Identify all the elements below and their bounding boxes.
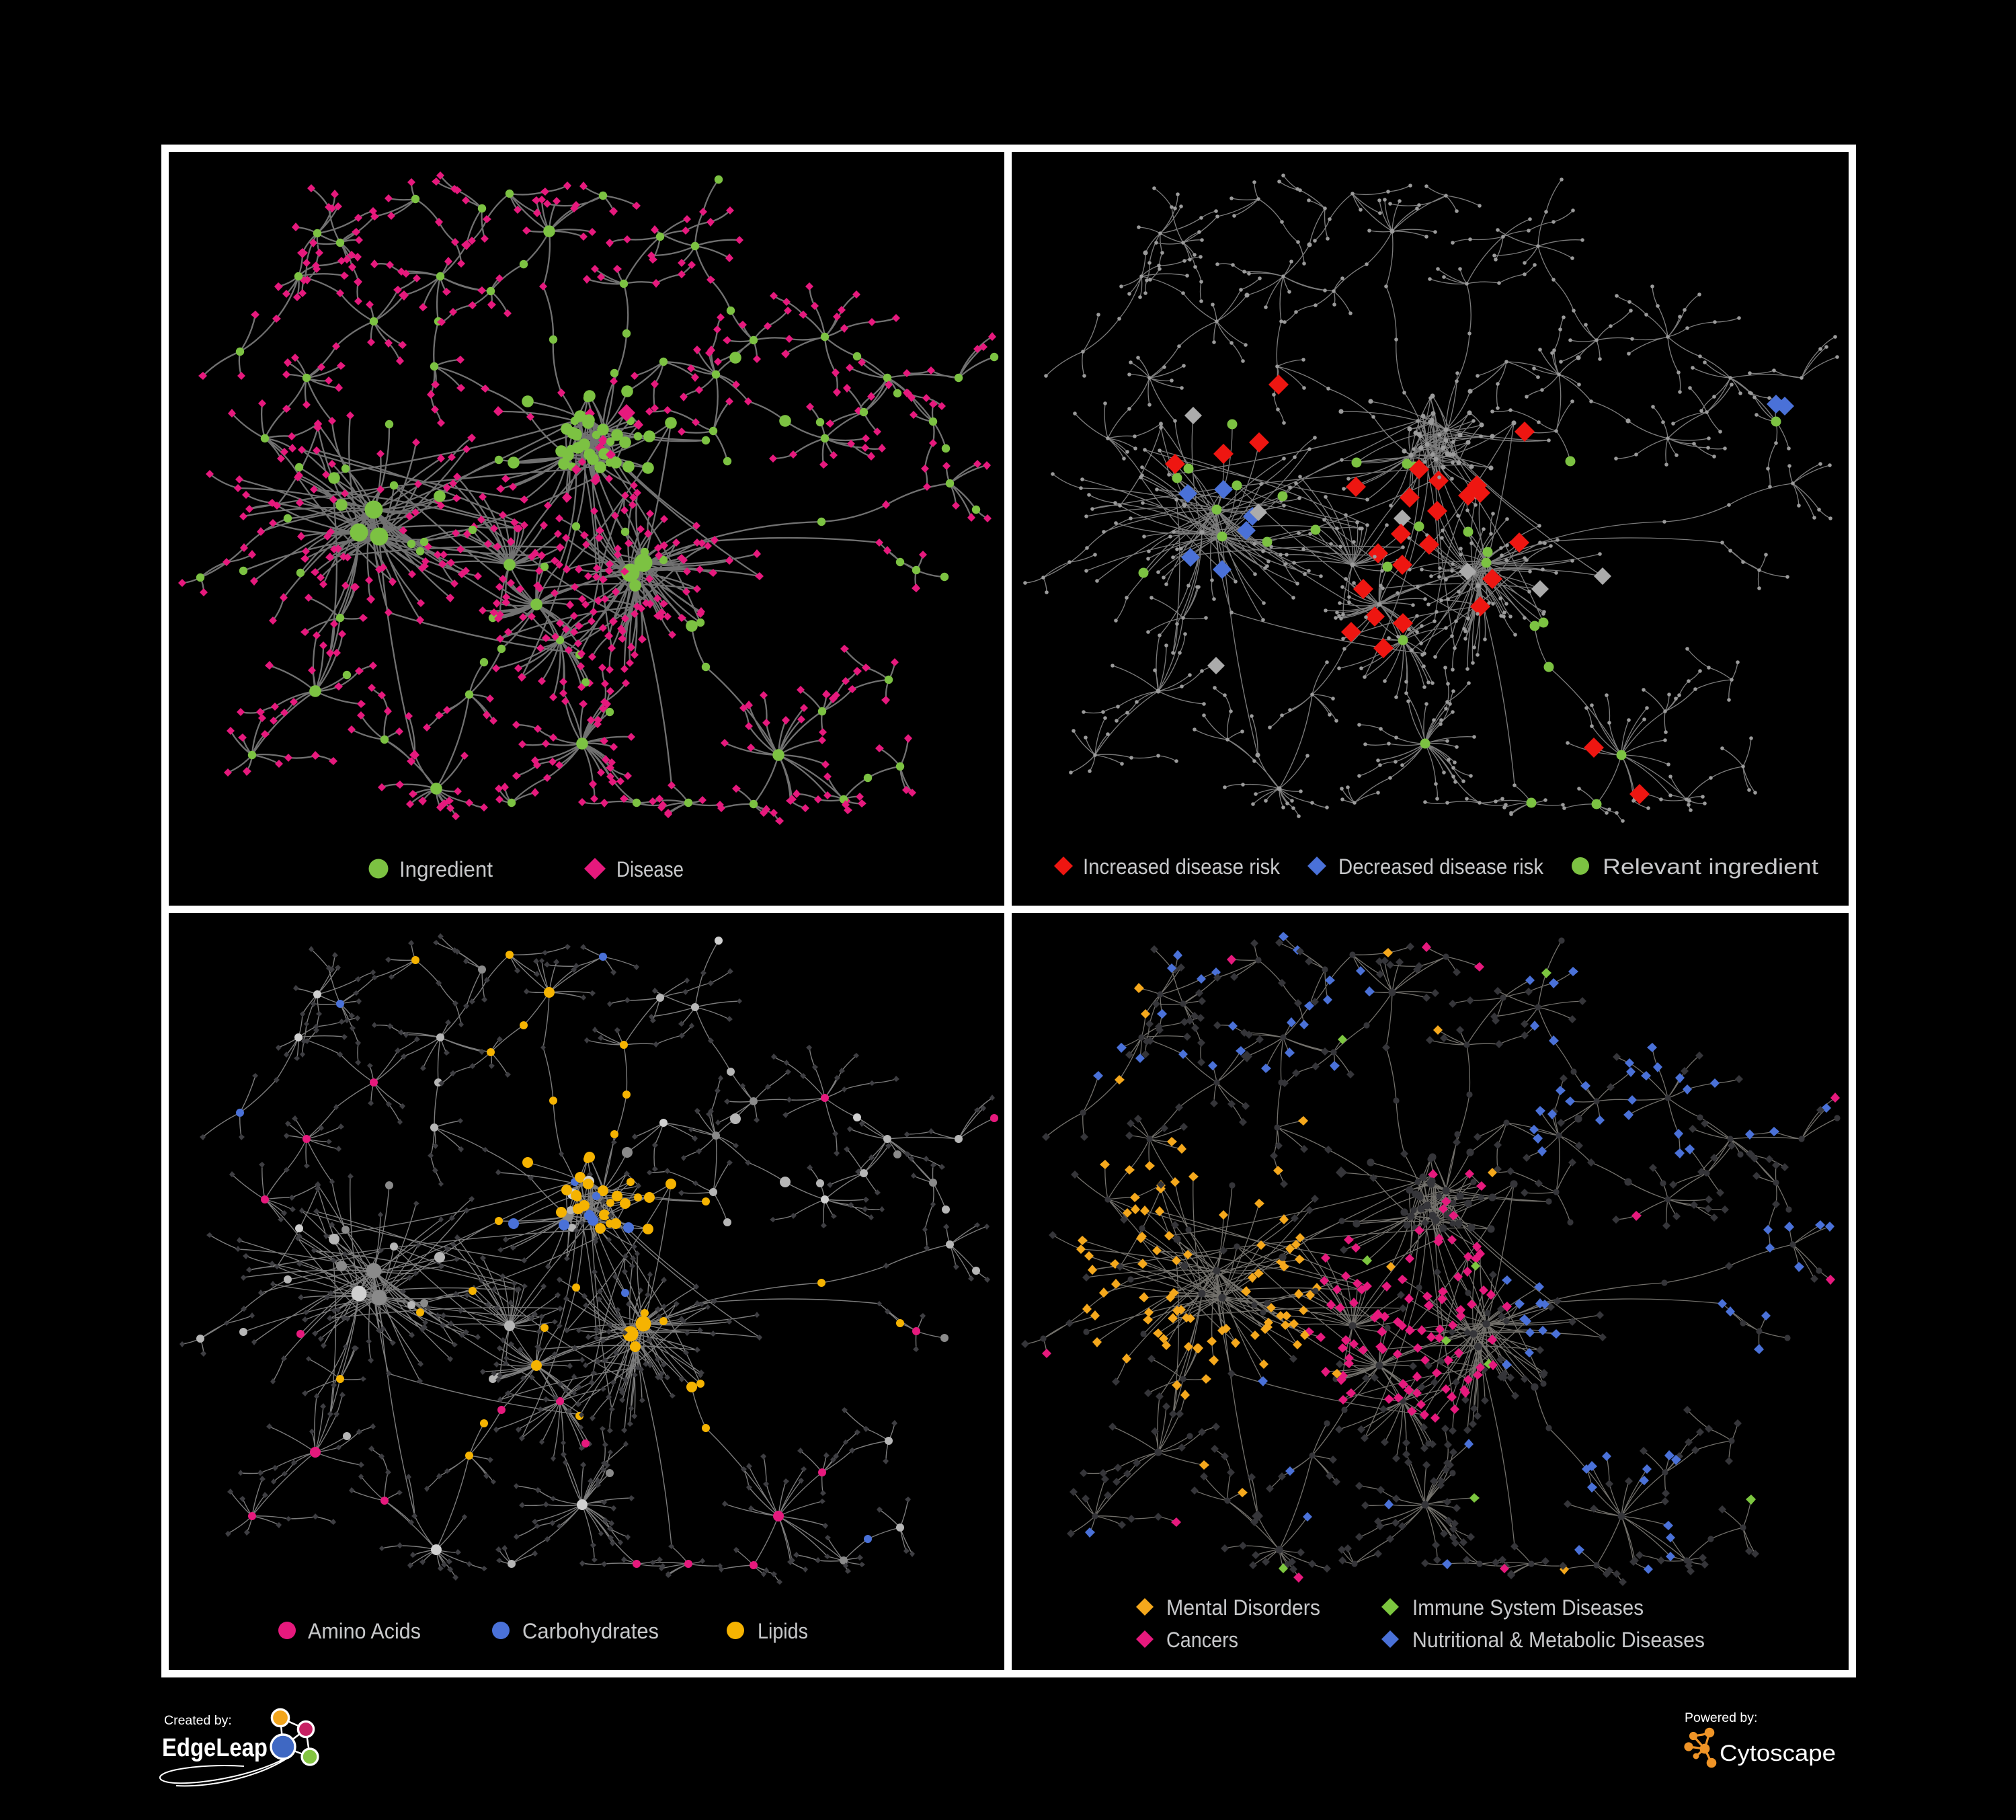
svg-text:Decreased disease risk: Decreased disease risk (1338, 855, 1544, 879)
svg-text:Mental Disorders: Mental Disorders (1166, 1595, 1320, 1620)
svg-text:Relevant ingredient: Relevant ingredient (1603, 855, 1818, 879)
svg-text:Created by:: Created by: (164, 1713, 232, 1728)
svg-text:Cytoscape: Cytoscape (1720, 1741, 1836, 1766)
svg-text:Disease: Disease (616, 857, 684, 881)
svg-text:Immune System Diseases: Immune System Diseases (1412, 1595, 1644, 1620)
svg-text:Nutritional & Metabolic Diseas: Nutritional & Metabolic Diseases (1412, 1628, 1705, 1652)
svg-text:EdgeLeap: EdgeLeap (162, 1734, 268, 1762)
svg-text:Powered by:: Powered by: (1685, 1710, 1757, 1725)
svg-text:Lipids: Lipids (758, 1619, 808, 1643)
svg-text:Ingredient: Ingredient (399, 857, 493, 881)
svg-text:Carbohydrates: Carbohydrates (522, 1619, 659, 1643)
svg-text:Cancers: Cancers (1166, 1628, 1238, 1652)
svg-text:Increased disease risk: Increased disease risk (1083, 855, 1281, 879)
svg-text:Amino Acids: Amino Acids (308, 1619, 421, 1643)
